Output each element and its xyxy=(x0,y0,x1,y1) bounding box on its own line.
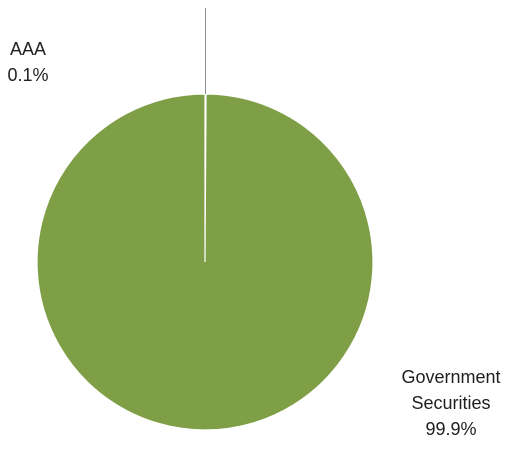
pie-slices xyxy=(36,93,374,431)
slice-label-aaa: AAA xyxy=(9,39,47,59)
slice-label-government-line-2: Securities xyxy=(411,393,491,413)
pie-slice-government-securities xyxy=(36,93,374,431)
slice-label-government-line-1: Government xyxy=(401,367,501,387)
data-label-government-securities: Government Securities 99.9% xyxy=(376,364,526,442)
slice-value-government-securities: 99.9% xyxy=(425,419,477,439)
data-label-aaa: AAA 0.1% xyxy=(4,36,52,88)
slice-value-aaa: 0.1% xyxy=(7,65,49,85)
